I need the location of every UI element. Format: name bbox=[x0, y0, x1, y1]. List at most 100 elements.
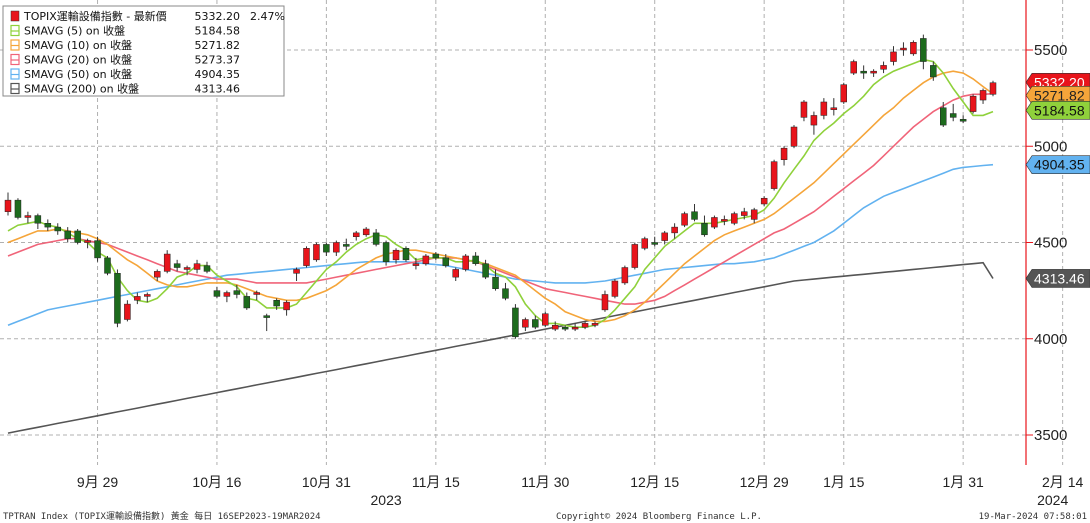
candle-body bbox=[462, 255, 469, 270]
candle-body bbox=[333, 242, 340, 253]
candle-body bbox=[134, 296, 141, 301]
candle-body bbox=[860, 70, 867, 74]
moving-average-lines bbox=[7, 58, 994, 434]
legend-value: 4904.35 bbox=[195, 68, 241, 81]
candle-body bbox=[213, 290, 221, 297]
candle-body bbox=[542, 313, 549, 326]
candle-body bbox=[203, 265, 211, 272]
legend-name: SMAVG (10) on 收盤 bbox=[24, 38, 132, 52]
x-tick-label: 10月 16 bbox=[192, 474, 241, 490]
price-tag-label: 4313.46 bbox=[1034, 270, 1085, 286]
candle-body bbox=[124, 303, 131, 320]
candle-body bbox=[144, 294, 151, 297]
candle-body bbox=[691, 211, 698, 220]
candle-body bbox=[412, 263, 420, 266]
legend-swatch bbox=[10, 10, 20, 22]
candle-body bbox=[34, 215, 42, 224]
candle-body bbox=[273, 300, 280, 307]
candle-body bbox=[581, 323, 589, 328]
candle-body bbox=[651, 242, 658, 245]
candle-body bbox=[442, 257, 450, 266]
footer-timestamp: 19-Mar-2024 07:58:01 bbox=[979, 512, 1087, 522]
candle-body bbox=[711, 217, 718, 228]
candle-body bbox=[780, 147, 788, 160]
price-tag: 4904.35 bbox=[1025, 155, 1090, 174]
candle-body bbox=[492, 276, 499, 289]
x-tick-label: 12月 29 bbox=[740, 474, 789, 490]
legend-value: 5271.82 bbox=[195, 39, 241, 52]
candle-body bbox=[432, 253, 440, 259]
footer-copyright: Copyright© 2024 Bloomberg Finance L.P. bbox=[556, 512, 762, 522]
candle-body bbox=[641, 238, 649, 249]
legend-value: 5332.20 bbox=[195, 10, 241, 23]
candle-body bbox=[721, 219, 728, 222]
candle-body bbox=[44, 223, 52, 228]
y-tick-label: 3500 bbox=[1034, 427, 1067, 444]
candle-body bbox=[163, 253, 171, 272]
candle-body bbox=[283, 301, 290, 311]
candle-body bbox=[701, 223, 708, 236]
candle-body bbox=[183, 267, 191, 270]
x-tick-label: 11月 30 bbox=[521, 474, 569, 490]
y-tick-label: 5000 bbox=[1034, 138, 1067, 155]
legend-value: 5184.58 bbox=[195, 25, 241, 38]
candle-body bbox=[561, 326, 569, 330]
candle-body bbox=[512, 307, 519, 338]
y-tick-label: 4500 bbox=[1034, 235, 1067, 252]
candle-body bbox=[890, 51, 897, 62]
x-tick-label: 12月 15 bbox=[630, 474, 679, 490]
legend-name: SMAVG (50) on 收盤 bbox=[24, 67, 132, 81]
candle-body bbox=[810, 115, 818, 126]
candle-body bbox=[532, 319, 539, 328]
candle-body bbox=[820, 101, 828, 116]
candle-body bbox=[571, 326, 579, 330]
legend: TOPIX運輸設備指數 - 最新價 5332.20 2.47% SMAVG (5) o… bbox=[2, 5, 285, 97]
candle-body bbox=[840, 84, 848, 103]
candle-body bbox=[114, 273, 121, 324]
candle-body bbox=[422, 255, 430, 264]
candle-body bbox=[830, 107, 838, 110]
candle-body bbox=[502, 288, 509, 299]
legend-name: SMAVG (200) on 收盤 bbox=[24, 82, 139, 96]
candle-body bbox=[64, 230, 71, 239]
candle-body bbox=[989, 82, 997, 95]
candle-body bbox=[263, 315, 270, 318]
candle-body bbox=[452, 269, 459, 278]
candle-body bbox=[84, 240, 91, 243]
candlesticks bbox=[4, 34, 997, 339]
y-axis-ticks: 3500 4000 4500 5000 5500 bbox=[1026, 42, 1067, 444]
candle-body bbox=[402, 248, 410, 261]
candle-body bbox=[323, 244, 330, 253]
candle-body bbox=[223, 292, 231, 297]
legend-value: 4313.46 bbox=[195, 83, 241, 96]
line-ma50 bbox=[7, 163, 994, 327]
candle-body bbox=[94, 240, 101, 259]
x-axis-ticks: 9月 29 10月 16 10月 31 11月 15 11月 30 12月 15 12月 2… bbox=[77, 474, 1084, 508]
candle-body bbox=[969, 95, 977, 112]
candle-body bbox=[243, 296, 251, 309]
price-tag: 5184.58 bbox=[1025, 101, 1090, 120]
legend-change: 2.47% bbox=[250, 10, 285, 23]
candle-body bbox=[74, 230, 81, 243]
x-tick-label: 11月 15 bbox=[412, 474, 460, 490]
price-tag-label: 4904.35 bbox=[1034, 157, 1085, 173]
candle-body bbox=[661, 232, 668, 241]
candle-body bbox=[900, 47, 907, 51]
candle-body bbox=[591, 323, 599, 326]
candle-body bbox=[522, 319, 529, 328]
candle-body bbox=[4, 199, 12, 212]
candle-body bbox=[940, 107, 947, 126]
footer-left: TPTRAN Index (TOPIX運輸設備指數) 黃金 每日 16SEP20… bbox=[3, 510, 321, 522]
price-tag: 5271.82 bbox=[1025, 86, 1090, 105]
year-label: 2024 bbox=[1037, 492, 1068, 508]
candle-body bbox=[293, 269, 300, 274]
candle-body bbox=[104, 257, 111, 274]
candle-body bbox=[949, 113, 957, 118]
line-ma5 bbox=[7, 58, 994, 329]
candle-body bbox=[770, 161, 778, 189]
footer: TPTRAN Index (TOPIX運輸設備指數) 黃金 每日 16SEP20… bbox=[3, 510, 1087, 522]
candle-body bbox=[482, 263, 489, 278]
candle-body bbox=[850, 61, 857, 74]
candle-body bbox=[372, 232, 380, 245]
